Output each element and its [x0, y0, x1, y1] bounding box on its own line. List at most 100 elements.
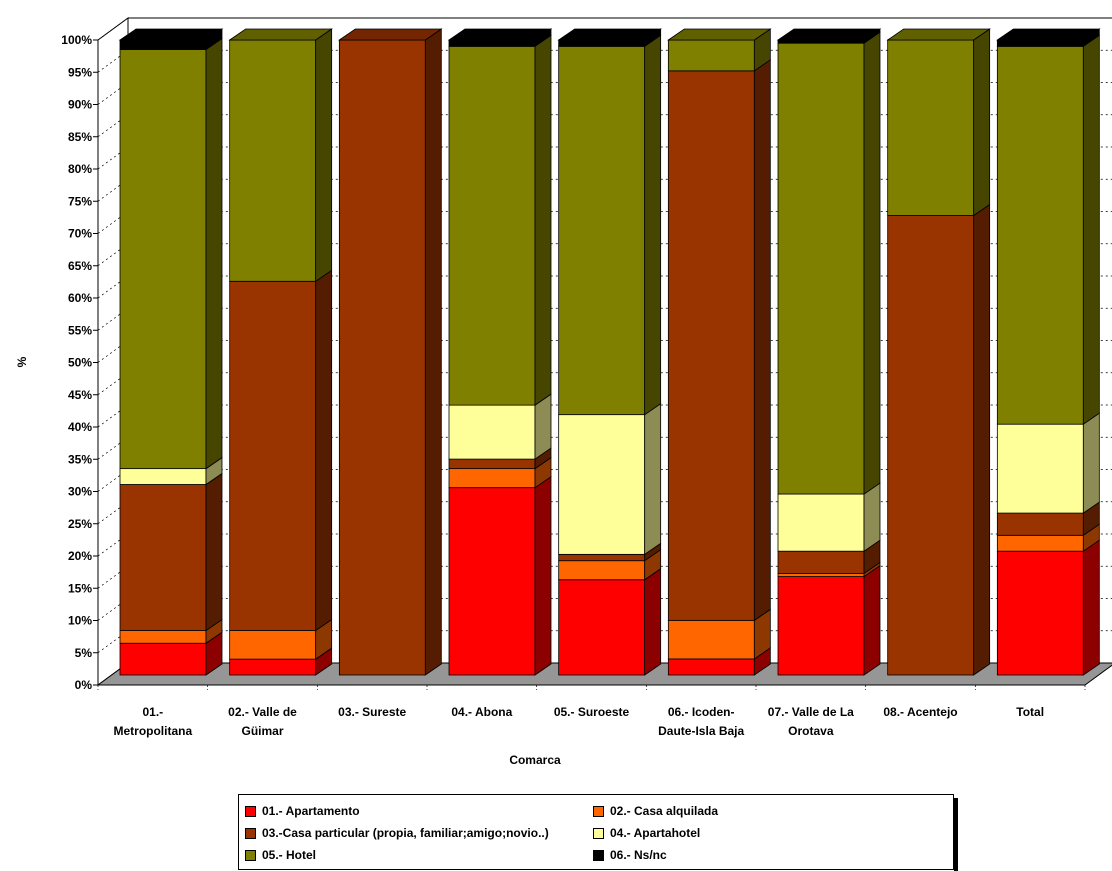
x-category-label: 07.- Valle de La [768, 705, 854, 719]
bar-segment [777, 42, 865, 495]
bar-segment [777, 573, 865, 577]
x-category-label: Orotava [788, 724, 834, 738]
bar-segment [119, 630, 207, 644]
bar-top [118, 28, 224, 41]
bar-segment [448, 39, 536, 47]
bar-segment-side [534, 475, 552, 676]
y-tick-label: 20% [68, 549, 92, 563]
x-category-label: 08.- Acentejo [883, 705, 957, 719]
bar-top [776, 28, 882, 41]
bar-segment [448, 487, 536, 676]
bar-segment-side [424, 28, 442, 676]
y-axis-title: % [15, 356, 29, 367]
bar-segment [996, 39, 1084, 47]
bar-segment [119, 642, 207, 676]
y-tick-label: 75% [68, 194, 92, 208]
bar-segment [777, 576, 865, 676]
legend-swatch [245, 805, 256, 817]
bar-stack [557, 28, 662, 676]
y-tick-label: 40% [68, 420, 92, 434]
x-category-label: Güimar [241, 724, 283, 738]
bar-segment-side [863, 482, 881, 552]
bar-segment [996, 423, 1084, 514]
gridline [97, 17, 1112, 41]
legend-shadow [954, 798, 958, 871]
y-tick-label: 10% [68, 614, 92, 628]
bar-segment [558, 553, 646, 562]
bar-segment [119, 39, 207, 50]
y-tick-label: 0% [75, 678, 93, 692]
bar-segment [887, 39, 975, 216]
bar-stack [667, 28, 772, 676]
x-category-label: Total [1016, 705, 1044, 719]
legend-swatch [593, 849, 604, 861]
y-tick-label: 55% [68, 323, 92, 337]
bar-segment-side [973, 203, 991, 676]
x-axis-title: Comarca [509, 753, 561, 767]
bar-segment-side [863, 564, 881, 676]
bar-segment [558, 560, 646, 581]
bar-segment-side [205, 37, 223, 470]
y-tick-label: 65% [68, 259, 92, 273]
y-tick-label: 45% [68, 388, 92, 402]
bar-top [557, 28, 662, 41]
bar-stack [996, 28, 1101, 676]
legend-label: 01.- Apartamento [262, 804, 360, 818]
bars-group [118, 28, 1101, 676]
y-tick-label: 35% [68, 452, 92, 466]
bar-segment [119, 49, 207, 470]
bar-segment [558, 414, 646, 555]
legend-label: 06.- Ns/nc [610, 848, 667, 862]
legend: 01.- Apartamento 02.- Casa alquilada 03.-C… [238, 794, 954, 870]
bar-segment [667, 39, 755, 72]
y-tick-label: 90% [68, 98, 92, 112]
x-category-label: 01.- [142, 705, 163, 719]
y-tick-label: 95% [68, 65, 92, 79]
y-tick-label: 15% [68, 581, 92, 595]
x-category-label: Daute-Isla Baja [658, 724, 744, 738]
bar-segment-side [644, 402, 662, 556]
bar-segment [887, 215, 975, 676]
legend-label: 05.- Hotel [262, 848, 317, 862]
bar-segment [119, 484, 207, 631]
bar-segment-side [644, 567, 662, 676]
x-category-label: 06.- Icoden- [668, 705, 735, 719]
y-tick-label: 50% [68, 356, 92, 370]
legend-label: 02.- Casa alquilada [610, 804, 719, 818]
bar-stack [886, 28, 991, 676]
legend-swatch [245, 849, 256, 861]
bar-segment [996, 550, 1084, 676]
bar-segment [667, 658, 755, 676]
bar-segment [229, 630, 317, 660]
x-category-label: 04.- Abona [451, 705, 512, 719]
legend-swatch [593, 805, 604, 817]
bar-segment [558, 45, 646, 416]
bar-segment [448, 468, 536, 489]
x-axis-categories: 01.- Metropolitana 02.- Valle de Güimar 03.-… [97, 685, 1086, 738]
legend-item: 02.- Casa alquilada [593, 801, 941, 821]
bar-segment [229, 280, 317, 631]
bar-segment-side [205, 472, 223, 632]
legend-item: 05.- Hotel [245, 845, 593, 865]
bar-segment-side [1082, 412, 1100, 514]
bar-segment [229, 39, 317, 282]
bar-stack [118, 28, 224, 676]
x-category-label: 05.- Suroeste [554, 705, 630, 719]
legend-item: 04.- Apartahotel [593, 823, 941, 843]
bar-segment-side [644, 34, 662, 416]
legend-swatch [245, 827, 256, 839]
bar-segment [667, 619, 755, 660]
bar-segment [777, 493, 865, 552]
bar-segment-side [1082, 539, 1100, 676]
bar-stack [776, 28, 882, 676]
bar-segment-side [753, 59, 771, 622]
bar-segment [229, 658, 317, 676]
legend-swatch [593, 827, 604, 839]
bar-stack [338, 28, 443, 676]
legend-item: 06.- Ns/nc [593, 845, 941, 865]
bar-segment [777, 550, 865, 574]
y-tick-label: 100% [61, 33, 92, 47]
bar-top [228, 28, 333, 41]
legend-label: 04.- Apartahotel [610, 826, 701, 840]
bar-segment [448, 45, 536, 406]
